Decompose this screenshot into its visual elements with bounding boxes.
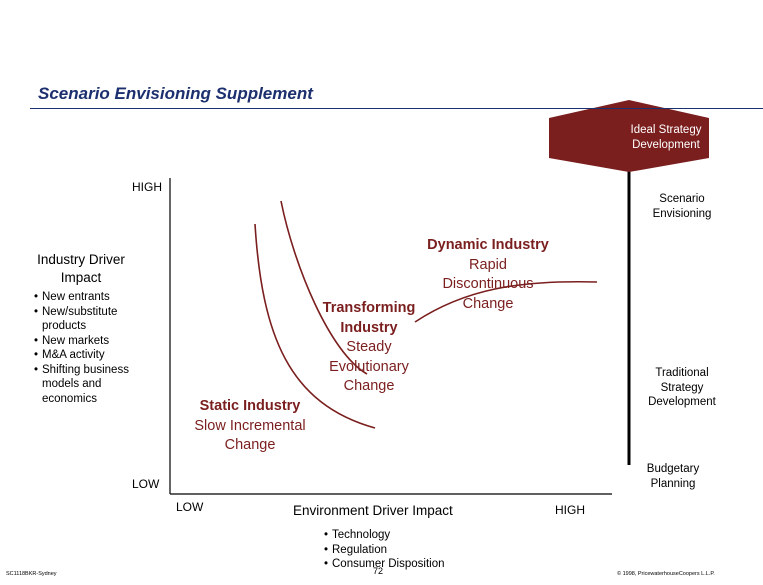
title-divider <box>30 108 763 109</box>
static-industry-title: Static Industry <box>199 398 301 414</box>
dynamic-industry-line-1: Rapid <box>469 256 507 273</box>
transforming-boundary-curve <box>280 200 368 375</box>
transforming-industry-title: Transforming <box>322 300 416 316</box>
y-axis-title: Industry Driver Impact <box>37 252 125 285</box>
budgetary-planning-label: Budgetary Planning <box>646 463 700 490</box>
static-industry-line-2: Change <box>224 437 276 453</box>
x-axis-high-label: HIGH <box>555 503 585 517</box>
static-industry-line-1: Slow Incremental <box>194 417 306 434</box>
list-item: New/substitute products <box>32 305 138 334</box>
dynamic-industry-region: Dynamic Industry Rapid Discontinuous Cha… <box>414 236 562 314</box>
ideal-strategy-banner-shape <box>549 100 709 172</box>
page-title: Scenario Envisioning Supplement <box>38 84 313 103</box>
list-item: Regulation <box>322 543 472 558</box>
transforming-industry-line-2: Evolutionary <box>329 358 409 375</box>
transforming-industry-region: Transforming Industry Steady Evolutionar… <box>309 299 429 397</box>
list-item: Consumer Disposition <box>322 557 472 572</box>
dynamic-industry-line-3: Change <box>462 295 514 312</box>
y-axis-low-label: LOW <box>132 477 160 491</box>
list-item: New markets <box>32 334 138 349</box>
dynamic-industry-line-2: Discontinuous <box>442 276 534 292</box>
transforming-industry-line-1: Steady <box>346 339 392 355</box>
traditional-strategy-label: Traditional Strategy Development <box>648 367 716 408</box>
footer-page-number: 72 <box>373 566 384 576</box>
transforming-industry-title-2: Industry <box>340 319 398 336</box>
x-axis-title: Environment Driver Impact <box>293 503 453 518</box>
footer-document-code: SC1118BKR-Sydney <box>6 571 57 577</box>
static-industry-region: Static Industry Slow Incremental Change <box>180 397 320 456</box>
footer-copyright: © 1998, PricewaterhouseCoopers L.L.P. <box>617 571 715 577</box>
ideal-strategy-banner-label: Ideal Strategy Development <box>630 124 702 151</box>
dynamic-boundary-curve <box>414 280 598 323</box>
environment-driver-list: Technology Regulation Consumer Dispositi… <box>322 528 472 572</box>
y-axis-high-label: HIGH <box>132 180 162 194</box>
list-item: M&A activity <box>32 348 138 363</box>
static-boundary-curve <box>254 223 376 429</box>
list-item: Technology <box>322 528 472 543</box>
list-item: New entrants <box>32 290 138 305</box>
transforming-industry-line-3: Change <box>343 378 395 394</box>
scenario-envisioning-label: Scenario Envisioning <box>652 193 712 220</box>
industry-driver-list: New entrants New/substitute products New… <box>32 290 138 406</box>
dynamic-industry-title: Dynamic Industry <box>427 237 549 253</box>
x-axis-low-label: LOW <box>176 500 204 514</box>
list-item: Shifting business models and economics <box>32 363 138 407</box>
